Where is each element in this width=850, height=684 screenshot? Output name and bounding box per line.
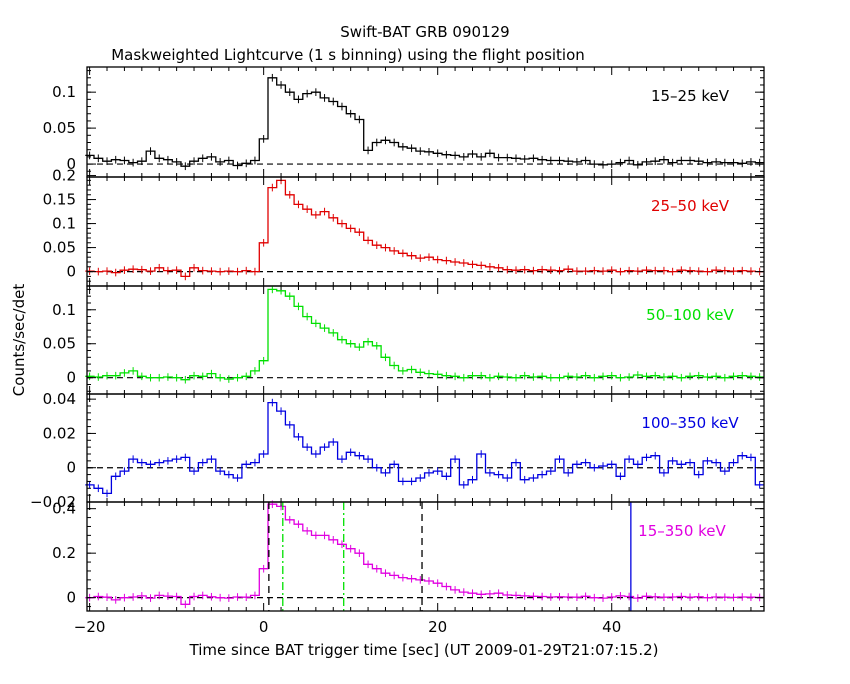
y-tick-label: 0.15 <box>43 191 76 209</box>
panel-25-50: 0 0.05 0.1 0.15 0.2 25–50 keV <box>43 167 765 287</box>
y-tick-label: 0 <box>66 263 76 281</box>
y-tick-label: 0.02 <box>43 424 76 442</box>
lightcurve-series-15-350 <box>85 503 764 605</box>
y-tick-label: 0.4 <box>52 500 76 518</box>
y-tick-label: 0.2 <box>52 167 76 185</box>
panel-label-50-100: 50–100 keV <box>646 306 734 324</box>
lightcurve-series-25-50 <box>85 179 764 278</box>
panel-label-15-350: 15–350 keV <box>638 522 726 540</box>
panel-label-15-25: 15–25 keV <box>651 87 730 105</box>
x-tick-label: 0 <box>259 618 269 636</box>
x-axis-label: Time since BAT trigger time [sec] (UT 20… <box>189 641 659 659</box>
y-axis-label: Counts/sec/det <box>10 284 28 397</box>
y-tick-label: 0 <box>66 459 76 477</box>
panels-group: 0 0.05 0.1 15–25 keV 0 0.05 0.1 0.15 0.2 25–50 ke… <box>30 66 765 636</box>
y-tick-label: 0.05 <box>43 119 76 137</box>
panel-15-25: 0 0.05 0.1 15–25 keV <box>43 66 765 178</box>
chart-subtitle: Maskweighted Lightcurve (1 s binning) us… <box>111 46 585 64</box>
panel-frame-15-25 <box>86 66 765 178</box>
panel-15-350: 0 0.2 0.4 15–350 keV <box>52 500 765 612</box>
lightcurve-series-15-25 <box>85 77 764 167</box>
panel-label-100-350: 100–350 keV <box>641 414 739 432</box>
y-tick-label: 0.1 <box>52 215 76 233</box>
lightcurve-series-50-100 <box>85 288 764 381</box>
panel-frame-100-350 <box>86 393 765 503</box>
y-tick-label: 0.1 <box>52 83 76 101</box>
y-tick-label: 0.05 <box>43 239 76 257</box>
y-tick-label: 0.04 <box>43 390 76 408</box>
x-tick-label: −20 <box>74 618 106 636</box>
lightcurve-series-100-350 <box>85 401 764 495</box>
y-tick-label: −0.02 <box>30 493 76 511</box>
chart-title: Swift-BAT GRB 090129 <box>340 23 509 41</box>
panel-label-25-50: 25–50 keV <box>651 197 730 215</box>
panel-frame-15-350 <box>86 501 765 612</box>
y-tick-label: 0.2 <box>52 544 76 562</box>
panel-100-350: −0.02 0 0.02 0.04 100–350 keV <box>30 390 765 511</box>
panel-50-100: 0 0.05 0.1 50–100 keV <box>43 285 765 395</box>
x-tick-label: 20 <box>428 618 447 636</box>
y-tick-label: 0 <box>66 369 76 387</box>
x-tick-label: 40 <box>602 618 621 636</box>
panel-frame-25-50 <box>86 176 765 287</box>
y-tick-label: 0.1 <box>52 301 76 319</box>
y-tick-label: 0 <box>66 155 76 173</box>
y-tick-label: 0.05 <box>43 335 76 353</box>
y-tick-label: 0 <box>66 589 76 607</box>
